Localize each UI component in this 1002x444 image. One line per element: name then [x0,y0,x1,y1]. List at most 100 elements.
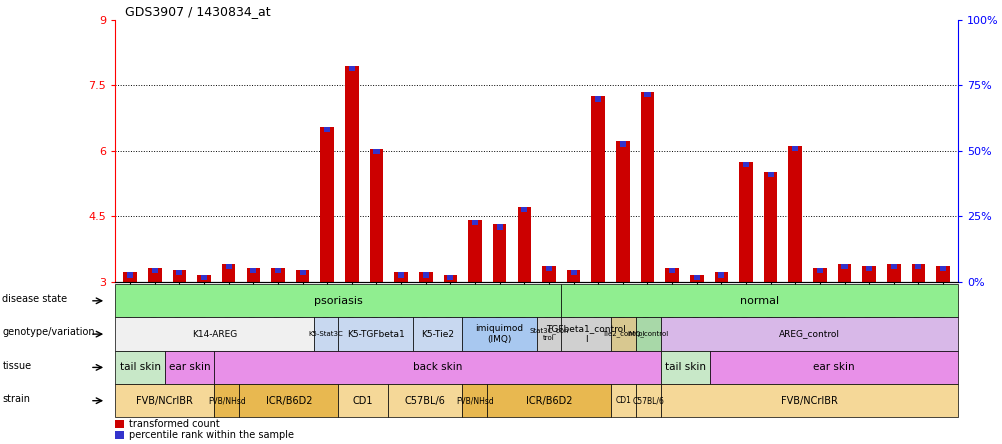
Bar [148,268,161,282]
Bar [271,268,285,282]
Bar [462,317,536,351]
Bar [443,274,457,282]
Text: TGFbeta1_control
l: TGFbeta1_control l [546,325,625,344]
Bar [115,384,214,417]
Bar [635,384,660,417]
Text: strain: strain [2,394,30,404]
Bar [717,272,723,278]
Text: C57BL/6: C57BL/6 [631,396,663,405]
Text: FVB/NHsd: FVB/NHsd [207,396,245,405]
Bar [668,268,674,273]
Bar [492,224,506,282]
Bar [764,172,777,282]
Bar [536,317,561,351]
Bar [214,384,239,417]
Bar [412,317,462,351]
Text: percentile rank within the sample: percentile rank within the sample [129,430,295,440]
Bar [693,274,699,280]
Bar [115,317,314,351]
Bar [640,92,653,282]
Bar [660,384,957,417]
Bar [566,270,580,282]
Bar [472,220,478,225]
Bar [610,317,635,351]
Text: genotype/variation: genotype/variation [2,327,95,337]
Text: K5-TGFbeta1: K5-TGFbeta1 [347,329,404,339]
Text: psoriasis: psoriasis [314,296,363,306]
Bar [542,266,555,282]
Bar [214,351,660,384]
Bar [643,92,650,97]
Bar [250,268,257,273]
Bar [200,274,206,280]
Bar [709,351,957,384]
Bar [742,162,748,167]
Text: ear skin: ear skin [168,362,210,373]
Bar [660,317,957,351]
Text: Stat3C_con
trol: Stat3C_con trol [529,327,568,341]
Bar [338,317,412,351]
Bar [164,351,214,384]
Bar [788,146,802,282]
Text: normal: normal [739,296,779,306]
Bar [419,272,432,282]
Bar [115,431,124,440]
Text: IMQ_control: IMQ_control [627,331,668,337]
Bar [462,384,487,417]
Bar [561,284,957,317]
Bar [370,149,383,282]
Text: Tie2_control: Tie2_control [601,331,644,337]
Text: tail skin: tail skin [119,362,160,373]
Text: FVB/NCrIBR: FVB/NCrIBR [780,396,837,406]
Bar [115,420,124,428]
Bar [296,270,309,282]
Bar [320,127,334,282]
Bar [398,272,404,278]
Text: K5-Stat3C: K5-Stat3C [309,331,343,337]
Bar [345,66,359,282]
Bar [496,224,502,230]
Bar [936,266,949,282]
Bar [197,274,210,282]
Bar [388,384,462,417]
Bar [939,266,945,271]
Bar [151,268,157,273]
Bar [517,207,530,282]
Text: ICR/B6D2: ICR/B6D2 [525,396,572,406]
Bar [792,146,798,151]
Bar [172,270,186,282]
Bar [570,270,576,275]
Bar [275,268,281,273]
Bar [610,384,635,417]
Bar [115,284,561,317]
Bar [837,264,851,282]
Bar [487,384,610,417]
Bar [866,266,872,271]
Bar [338,384,388,417]
Text: AREG_control: AREG_control [778,329,839,339]
Text: FVB/NCrIBR: FVB/NCrIBR [136,396,193,406]
Bar [521,207,527,212]
Bar [545,266,551,271]
Bar [841,264,847,269]
Bar [689,274,702,282]
Bar [635,317,660,351]
Bar [767,172,773,177]
Bar [176,270,182,275]
Bar [619,141,625,147]
Text: C57BL/6: C57BL/6 [404,396,445,406]
Bar [447,274,453,280]
Bar [594,96,600,102]
Bar [890,264,896,269]
Text: tissue: tissue [2,361,31,371]
Bar [300,270,306,275]
Bar [862,266,875,282]
Text: K14-AREG: K14-AREG [191,329,236,339]
Text: tail skin: tail skin [664,362,705,373]
Bar [127,272,133,278]
Bar [561,317,610,351]
Text: back skin: back skin [413,362,462,373]
Bar [314,317,338,351]
Bar [816,268,822,273]
Bar [239,384,338,417]
